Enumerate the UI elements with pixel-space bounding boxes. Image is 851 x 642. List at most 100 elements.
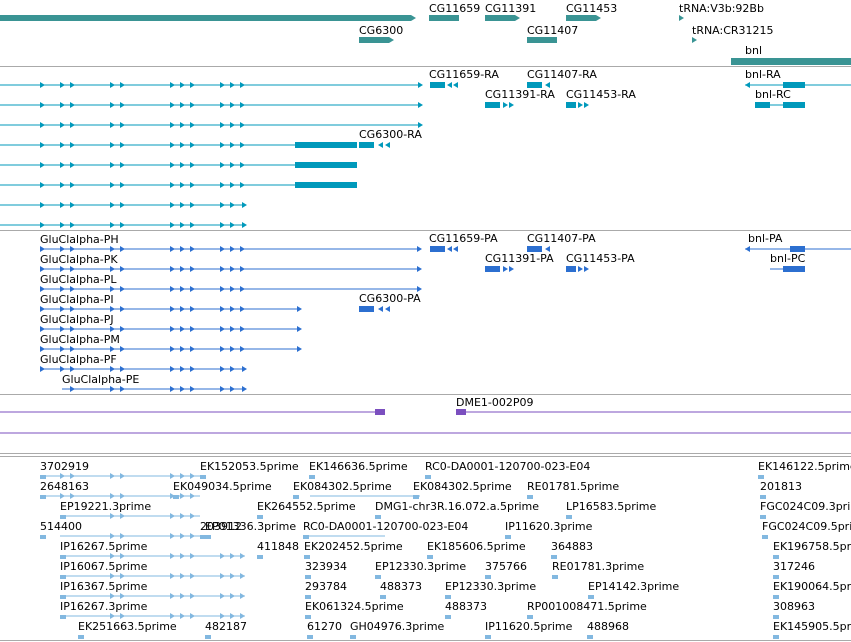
est-glyph[interactable] bbox=[60, 615, 66, 619]
exon-block[interactable] bbox=[755, 102, 770, 108]
est-glyph[interactable] bbox=[293, 495, 299, 499]
est-glyph[interactable] bbox=[305, 595, 311, 599]
est-glyph[interactable] bbox=[760, 495, 766, 499]
gene-glyph[interactable] bbox=[0, 15, 411, 21]
exon-block[interactable] bbox=[295, 182, 357, 188]
est-glyph[interactable] bbox=[350, 635, 356, 639]
est-glyph[interactable] bbox=[173, 495, 179, 499]
feature-label: GluClalpha-PK bbox=[40, 253, 118, 266]
est-glyph[interactable] bbox=[485, 575, 491, 579]
est-glyph[interactable] bbox=[200, 475, 206, 479]
est-glyph[interactable] bbox=[380, 595, 386, 599]
strand-arrow bbox=[515, 15, 520, 21]
est-glyph[interactable] bbox=[762, 535, 768, 539]
est-glyph[interactable] bbox=[427, 555, 433, 559]
match-block[interactable] bbox=[456, 409, 466, 415]
est-glyph[interactable] bbox=[305, 615, 311, 619]
est-label: RC0-DA0001-120700-023-E04 bbox=[303, 520, 468, 533]
est-glyph[interactable] bbox=[257, 515, 263, 519]
strand-arrow bbox=[584, 102, 589, 108]
exon-block[interactable] bbox=[527, 246, 542, 252]
est-glyph[interactable] bbox=[527, 615, 533, 619]
est-glyph[interactable] bbox=[413, 495, 419, 499]
exon-block[interactable] bbox=[783, 82, 805, 88]
est-glyph[interactable] bbox=[758, 475, 764, 479]
exon-block[interactable] bbox=[359, 142, 374, 148]
est-glyph[interactable] bbox=[760, 515, 766, 519]
exon-block[interactable] bbox=[527, 37, 557, 43]
est-label: EP19221.3prime bbox=[60, 500, 151, 513]
est-label: EK146122.5prime bbox=[758, 460, 851, 473]
exon-block[interactable] bbox=[485, 15, 515, 21]
est-glyph[interactable] bbox=[304, 555, 310, 559]
est-glyph[interactable] bbox=[40, 535, 46, 539]
est-glyph[interactable] bbox=[773, 615, 779, 619]
exon-block[interactable] bbox=[731, 58, 851, 65]
est-glyph[interactable] bbox=[588, 595, 594, 599]
exon-block[interactable] bbox=[295, 162, 357, 168]
est-glyph[interactable] bbox=[773, 635, 779, 639]
est-glyph[interactable] bbox=[60, 555, 66, 559]
est-glyph[interactable] bbox=[205, 535, 211, 539]
exon-block[interactable] bbox=[295, 142, 357, 148]
est-glyph[interactable] bbox=[485, 635, 491, 639]
strand-arrow bbox=[242, 222, 247, 228]
est-glyph[interactable] bbox=[773, 595, 779, 599]
est-glyph[interactable] bbox=[552, 575, 558, 579]
exon-block[interactable] bbox=[566, 102, 576, 108]
est-glyph[interactable] bbox=[309, 475, 315, 479]
est-glyph[interactable] bbox=[375, 515, 381, 519]
est-glyph[interactable] bbox=[445, 615, 451, 619]
strand-arrow bbox=[60, 202, 65, 208]
est-glyph[interactable] bbox=[587, 635, 593, 639]
est-glyph[interactable] bbox=[60, 575, 66, 579]
exon-block[interactable] bbox=[359, 37, 389, 43]
strand-arrow bbox=[220, 266, 225, 272]
exon-block[interactable] bbox=[783, 266, 805, 272]
est-glyph[interactable] bbox=[445, 595, 451, 599]
exon-block[interactable] bbox=[430, 82, 445, 88]
exon-block[interactable] bbox=[566, 15, 596, 21]
est-label: 203912 bbox=[200, 520, 242, 533]
est-glyph[interactable] bbox=[257, 555, 263, 559]
strand-arrow bbox=[180, 222, 185, 228]
est-glyph[interactable] bbox=[78, 635, 84, 639]
strand-arrow bbox=[40, 266, 45, 272]
est-glyph[interactable] bbox=[40, 475, 46, 479]
est-glyph[interactable] bbox=[551, 555, 557, 559]
strand-arrow bbox=[190, 346, 195, 352]
strand-arrow bbox=[110, 182, 115, 188]
exon-block[interactable] bbox=[359, 306, 374, 312]
est-glyph[interactable] bbox=[205, 635, 211, 639]
est-glyph[interactable] bbox=[60, 595, 66, 599]
est-glyph[interactable] bbox=[425, 475, 431, 479]
match-block[interactable] bbox=[375, 409, 385, 415]
est-glyph[interactable] bbox=[566, 515, 572, 519]
strand-arrow bbox=[110, 82, 115, 88]
exon-block[interactable] bbox=[527, 82, 542, 88]
exon-block[interactable] bbox=[485, 266, 500, 272]
strand-arrow bbox=[180, 326, 185, 332]
est-glyph[interactable] bbox=[303, 535, 309, 539]
strand-arrow bbox=[230, 286, 235, 292]
strand-arrow bbox=[220, 102, 225, 108]
exon-block[interactable] bbox=[783, 102, 805, 108]
est-glyph[interactable] bbox=[307, 635, 313, 639]
est-glyph[interactable] bbox=[773, 575, 779, 579]
est-glyph[interactable] bbox=[527, 495, 533, 499]
exon-block[interactable] bbox=[566, 266, 576, 272]
gene-track: CG11659 CG11391 CG11453 tRNA:V3b:92Bb CG6300… bbox=[0, 2, 851, 65]
exon-block[interactable] bbox=[790, 246, 805, 252]
est-glyph[interactable] bbox=[305, 575, 311, 579]
est-glyph[interactable] bbox=[200, 535, 206, 539]
strand-arrow bbox=[70, 102, 75, 108]
feature-label: GluClalpha-PI bbox=[40, 293, 114, 306]
est-glyph[interactable] bbox=[773, 555, 779, 559]
exon-block[interactable] bbox=[430, 246, 445, 252]
est-glyph[interactable] bbox=[60, 515, 66, 519]
est-glyph[interactable] bbox=[375, 575, 381, 579]
exon-block[interactable] bbox=[485, 102, 500, 108]
exon-block[interactable] bbox=[429, 15, 459, 21]
est-glyph[interactable] bbox=[40, 495, 46, 499]
est-glyph[interactable] bbox=[505, 535, 511, 539]
